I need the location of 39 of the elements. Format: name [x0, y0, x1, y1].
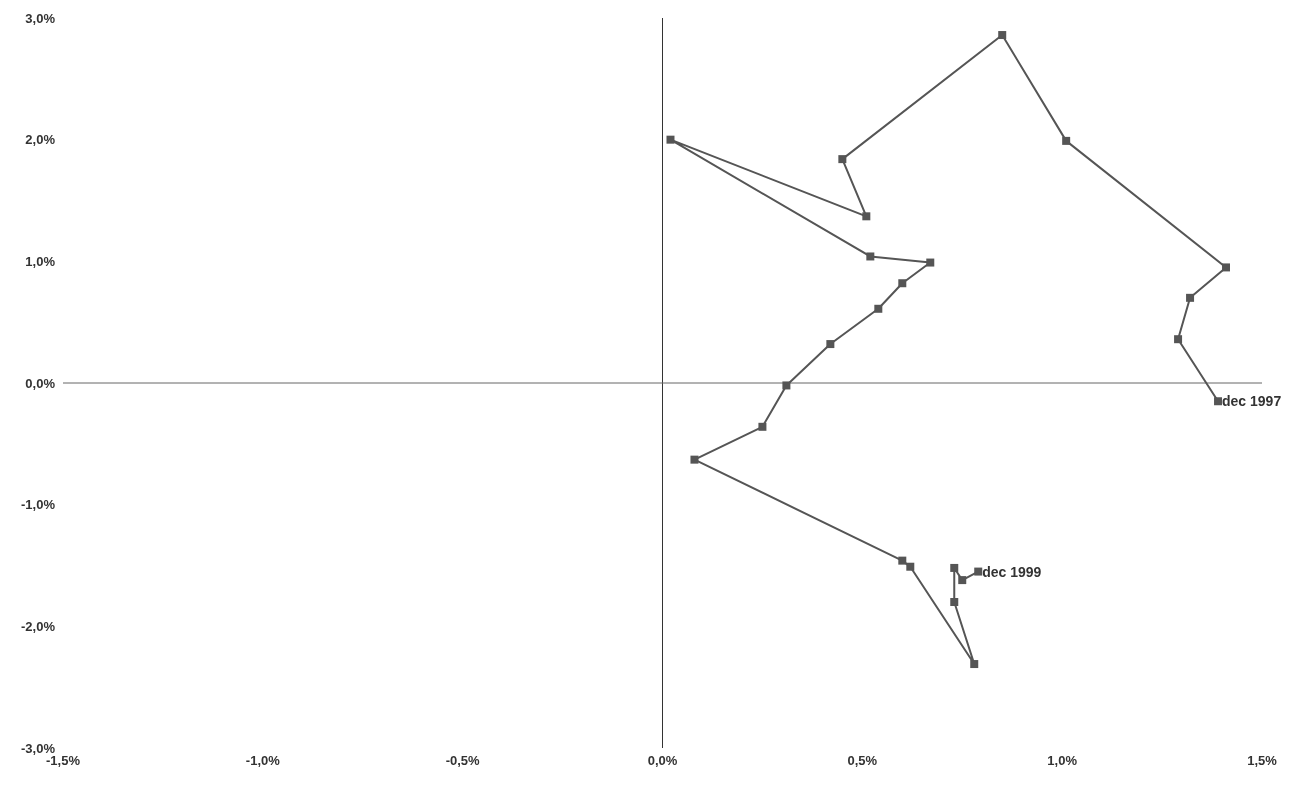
- y-tick-label: -3,0%: [21, 740, 56, 756]
- point: [1062, 136, 1071, 145]
- point: [1186, 293, 1195, 302]
- point: [970, 660, 979, 669]
- point: [898, 279, 907, 288]
- y-tick-label: -2,0%: [21, 618, 56, 634]
- x-tick-label: -0,5%: [445, 753, 481, 769]
- x-tick-label: -1,5%: [46, 753, 81, 769]
- y-tick-label: 3,0%: [25, 10, 56, 26]
- y-tick-label: 1,0%: [25, 253, 56, 269]
- point: [862, 212, 871, 221]
- point: [866, 252, 875, 261]
- point: [838, 155, 847, 164]
- point: [1222, 263, 1231, 272]
- point: [1174, 335, 1183, 344]
- x-tick-label: 0,5%: [847, 753, 878, 769]
- point: [666, 135, 675, 144]
- point: [874, 304, 883, 313]
- point: [974, 567, 983, 576]
- y-tick-label: 0,0%: [25, 375, 56, 391]
- x-tick-label: 1,0%: [1047, 753, 1078, 769]
- annotation: dec 1997: [1222, 393, 1282, 410]
- x-tick-label: 0,0%: [647, 753, 678, 769]
- annotation: dec 1999: [982, 563, 1042, 580]
- point: [898, 556, 907, 565]
- point: [950, 598, 959, 606]
- point: [998, 31, 1007, 40]
- point: [958, 576, 967, 585]
- point: [782, 381, 791, 390]
- point: [906, 562, 915, 571]
- x-tick-label: 1,5%: [1247, 753, 1278, 769]
- point: [950, 563, 959, 572]
- x-tick-label: -1,0%: [245, 753, 281, 769]
- y-tick-label: 2,0%: [25, 132, 56, 148]
- point: [758, 422, 767, 431]
- point: [690, 455, 699, 464]
- y-tick-label: -1,0%: [21, 497, 56, 513]
- point: [826, 340, 835, 349]
- point: [926, 258, 935, 267]
